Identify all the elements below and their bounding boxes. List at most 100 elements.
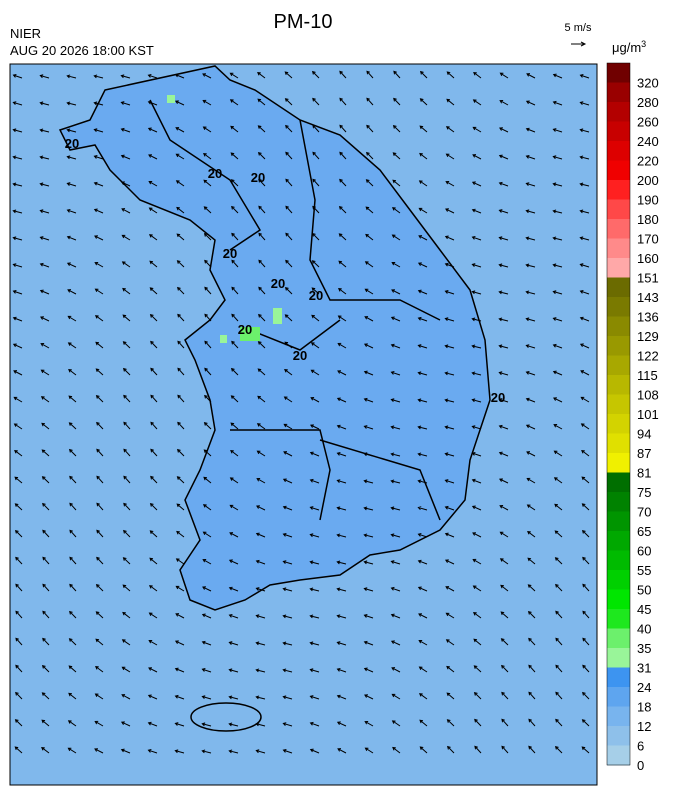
wind-arrow: [499, 100, 509, 106]
colorbar-label: 260: [637, 115, 659, 130]
colorbar-unit: μg/m3: [612, 39, 646, 55]
wind-arrow: [204, 286, 212, 295]
wind-arrow: [176, 260, 185, 268]
wind-arrow: [257, 341, 266, 349]
wind-arrow: [525, 397, 536, 403]
wind-arrow: [501, 691, 509, 700]
wind-arrow: [311, 70, 320, 79]
wind-arrow: [66, 235, 77, 241]
wind-arrow: [282, 668, 293, 673]
wind-arrow: [309, 560, 320, 565]
wind-arrow: [174, 640, 185, 646]
colorbar-label: 45: [637, 602, 651, 617]
wind-arrow: [552, 73, 563, 79]
contour-label: 20: [251, 170, 265, 185]
wind-arrow: [581, 529, 590, 538]
colorbar-segment: [607, 550, 630, 571]
wind-arrow: [42, 610, 50, 619]
wind-arrow: [258, 205, 266, 214]
wind-arrow: [499, 558, 509, 565]
wind-arrow: [12, 73, 23, 79]
colorbar-label: 65: [637, 524, 651, 539]
wind-arrow: [312, 124, 320, 133]
colorbar-segment: [607, 453, 630, 473]
wind-arrow: [228, 559, 239, 565]
wind-arrow: [149, 530, 158, 538]
wind-arrow: [444, 398, 455, 403]
wind-arrow: [120, 74, 131, 79]
wind-arrow: [552, 263, 563, 268]
wind-arrow: [13, 396, 23, 403]
wind-arrow: [285, 124, 293, 133]
colorbar-segment: [607, 82, 630, 103]
wind-arrow: [525, 317, 536, 322]
wind-arrow: [174, 694, 185, 700]
wind-arrow: [203, 422, 212, 430]
wind-arrow: [419, 746, 428, 754]
wind-arrow: [555, 637, 563, 646]
wind-arrow: [230, 395, 239, 403]
wind-arrow: [69, 556, 77, 565]
wind-arrow: [175, 153, 185, 160]
wind-arrow: [96, 529, 104, 538]
wind-arrow: [445, 586, 455, 592]
wind-arrow: [174, 722, 185, 727]
wind-arrow: [123, 475, 131, 484]
wind-arrow: [121, 694, 131, 700]
contour-label: 20: [309, 288, 323, 303]
wind-arrow: [255, 532, 266, 538]
wind-arrow: [149, 260, 158, 268]
wind-arrow: [581, 449, 590, 457]
wind-arrow: [445, 612, 455, 619]
wind-arrow: [471, 344, 482, 349]
wind-arrow: [390, 398, 401, 403]
wind-arrow: [417, 316, 428, 322]
wind-arrow: [68, 665, 77, 673]
wind-arrow: [121, 666, 131, 673]
wind-arrow: [473, 638, 482, 646]
wind-arrow: [553, 477, 563, 484]
unit: μg/m: [612, 40, 641, 55]
wind-arrow: [474, 718, 482, 727]
wind-arrow: [284, 314, 293, 322]
wind-arrow: [472, 154, 482, 160]
wind-arrow: [363, 667, 374, 673]
wind-arrow: [203, 449, 212, 457]
wind-arrow: [312, 97, 320, 106]
wind-arrow: [122, 584, 131, 592]
wind-arrow: [150, 394, 158, 403]
wind-arrow: [336, 560, 347, 565]
wind-arrow: [174, 667, 185, 673]
wind-arrow: [68, 368, 77, 376]
wind-arrow: [417, 533, 428, 538]
wind-arrow: [418, 666, 428, 673]
wind-arrow: [498, 290, 509, 295]
wind-arrow: [282, 614, 293, 619]
wind-arrow: [391, 289, 401, 295]
wind-arrow: [498, 344, 509, 349]
wind-arrow: [96, 475, 104, 484]
wind-arrow: [498, 371, 509, 376]
wind-arrow: [337, 370, 347, 376]
wind-arrow: [339, 70, 347, 79]
wind-arrow: [204, 259, 212, 268]
wind-arrow: [201, 722, 212, 727]
wind-arrow: [339, 97, 347, 106]
wind-arrow: [122, 341, 131, 349]
wind-arrow: [553, 397, 563, 403]
wind-arrow: [149, 287, 158, 295]
wind-arrow: [527, 530, 536, 538]
province-borders: [149, 99, 441, 521]
wind-arrow: [498, 263, 509, 268]
wind-arrow: [473, 612, 482, 619]
wind-arrow: [93, 155, 104, 160]
colorbar-label: 31: [637, 661, 651, 676]
wind-arrow: [499, 505, 509, 511]
colorbar-label: 75: [637, 485, 651, 500]
wind-arrow: [202, 99, 212, 106]
wind-arrow: [525, 182, 536, 187]
wind-arrow: [525, 154, 536, 160]
colorbar-label: 50: [637, 583, 651, 598]
wind-arrow: [498, 236, 509, 241]
wind-arrow: [390, 613, 401, 619]
